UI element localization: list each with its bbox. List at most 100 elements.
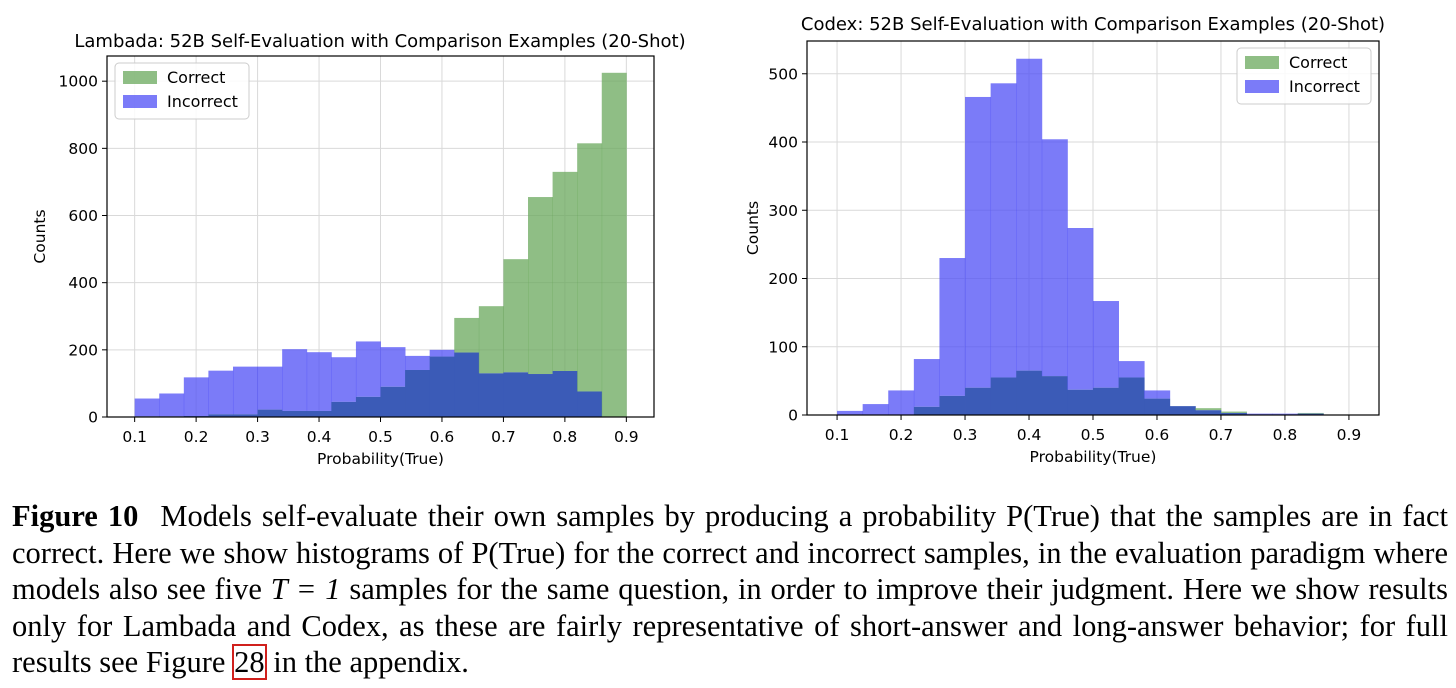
y-tick-label: 200 (768, 270, 798, 288)
overlap-bar (478, 373, 504, 417)
x-tick-label: 0.3 (245, 428, 270, 446)
incorrect-bar (183, 377, 209, 416)
overlap-bar (1041, 376, 1068, 415)
x-tick-label: 0.3 (953, 426, 978, 444)
y-tick-label: 0 (788, 407, 798, 425)
chart-title: Lambada: 52B Self-Evaluation with Compar… (74, 31, 685, 52)
x-tick-label: 0.8 (1273, 426, 1298, 444)
overlap-bar (503, 372, 529, 417)
overlap-bar (1169, 406, 1196, 415)
incorrect-bar (208, 370, 234, 415)
codex-histogram: 0.1 0.2 0.3 0.4 0.5 0.6 0.7 0.8 0.9 0 100 200 300 400… (744, 14, 1385, 466)
overlap-bar (257, 409, 283, 417)
x-tick-label: 0.7 (491, 428, 516, 446)
legend-label: Incorrect (167, 92, 238, 111)
incorrect-bar (888, 390, 915, 415)
overlap-bar (232, 414, 258, 417)
incorrect-bar (134, 398, 160, 417)
overlap-bar (1220, 412, 1247, 415)
incorrect-bar (913, 359, 940, 407)
incorrect-bar (837, 410, 864, 415)
incorrect-bar (306, 352, 332, 411)
overlap-bar (1016, 370, 1043, 415)
incorrect-bar (1093, 301, 1119, 388)
overlap-bar (577, 391, 603, 417)
incorrect-bar (1246, 413, 1273, 415)
incorrect-bar (1144, 390, 1171, 399)
overlap-bar (1118, 377, 1145, 415)
overlap-bar (1093, 387, 1119, 415)
overlap-bar (429, 356, 455, 417)
caption-text-2: samples for the same question, in order … (12, 572, 1449, 679)
x-tick-label: 0.4 (1017, 426, 1042, 444)
x-tick-label: 0.7 (1209, 426, 1234, 444)
overlap-bar (1195, 410, 1222, 415)
incorrect-bar (257, 366, 283, 410)
caption-math: T = 1 (270, 572, 341, 606)
x-tick-label: 0.6 (1145, 426, 1170, 444)
lambada-histogram: 0.1 0.2 0.3 0.4 0.5 0.6 0.7 0.8 0.9 0 200 400 600 800… (31, 31, 686, 468)
overlap-bar (1297, 413, 1324, 415)
y-tick-label: 400 (68, 274, 98, 292)
correct-bar (528, 197, 553, 375)
legend-swatch (1245, 56, 1279, 69)
incorrect-bar (355, 341, 381, 397)
overlap-bar (1144, 398, 1171, 415)
x-tick-label: 0.5 (368, 428, 393, 446)
overlap-bar (990, 377, 1017, 415)
incorrect-bar (965, 96, 992, 388)
y-axis-label: Counts (744, 201, 762, 255)
overlap-bar (965, 387, 992, 415)
x-axis-label: Probability(True) (1030, 448, 1157, 466)
overlap-bar (939, 395, 966, 415)
overlap-bar (331, 401, 357, 417)
correct-bar (1220, 411, 1247, 413)
overlap-bar (282, 410, 308, 417)
incorrect-bar (1272, 413, 1299, 415)
legend-swatch (1245, 80, 1279, 93)
incorrect-bar (1016, 58, 1043, 371)
figure-label: Figure 10 (12, 499, 139, 533)
x-tick-label: 0.1 (825, 426, 850, 444)
legend-label: Incorrect (1289, 77, 1360, 96)
overlap-bar (454, 352, 480, 417)
y-tick-label: 600 (68, 207, 98, 225)
y-tick-label: 200 (68, 341, 98, 359)
legend-label: Correct (167, 68, 225, 87)
incorrect-bar (990, 83, 1017, 378)
correct-bar (503, 259, 529, 373)
x-tick-label: 0.9 (614, 428, 639, 446)
legend-swatch (123, 71, 157, 84)
correct-bar (478, 306, 504, 374)
correct-bar (577, 143, 603, 392)
y-tick-label: 800 (68, 140, 98, 158)
overlap-bar (1067, 389, 1094, 415)
caption-text-1: Models self-evaluate their own samples b… (12, 499, 1448, 606)
x-tick-label: 0.2 (889, 426, 914, 444)
caption-text-3: in the appendix. (265, 645, 469, 679)
correct-bar (1297, 412, 1324, 414)
correct-bar (1195, 408, 1222, 411)
x-tick-label: 0.2 (184, 428, 209, 446)
correct-bar (454, 317, 480, 353)
overlap-bar (306, 410, 332, 417)
x-axis-label: Probability(True) (317, 450, 444, 468)
x-tick-label: 0.5 (1081, 426, 1106, 444)
overlap-bar (913, 406, 940, 415)
x-tick-label: 0.4 (307, 428, 332, 446)
correct-bar (601, 72, 627, 417)
incorrect-bar (939, 258, 966, 396)
y-tick-label: 500 (768, 65, 798, 83)
incorrect-bar (331, 357, 357, 402)
legend-label: Correct (1289, 53, 1347, 72)
figure-reference-link[interactable]: 28 (232, 644, 267, 680)
x-tick-label: 0.6 (430, 428, 455, 446)
chart-title: Codex: 52B Self-Evaluation with Comparis… (801, 14, 1385, 35)
overlap-bar (208, 414, 234, 417)
x-tick-label: 0.9 (1337, 426, 1362, 444)
overlap-bar (355, 396, 381, 417)
incorrect-bar (159, 393, 185, 417)
incorrect-bar (405, 355, 431, 370)
x-tick-label: 0.8 (553, 428, 578, 446)
y-tick-label: 300 (768, 202, 798, 220)
